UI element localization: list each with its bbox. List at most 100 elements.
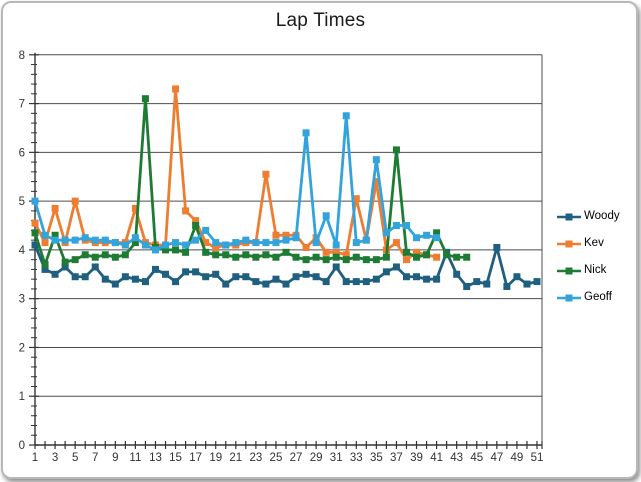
series-marker-nick-x6: [81, 251, 89, 259]
legend-item-geoff: Geoff: [556, 284, 620, 311]
series-marker-woody-x30: [322, 278, 330, 286]
series-marker-nick-x32: [342, 256, 350, 264]
x-tick-label-31: 31: [330, 452, 343, 464]
series-marker-geoff-x41: [433, 234, 441, 242]
series-marker-kev-x15: [172, 85, 180, 93]
series-marker-kev-x33: [352, 195, 360, 203]
series-marker-nick-x38: [402, 248, 410, 256]
series-marker-geoff-x19: [212, 239, 220, 247]
series-marker-woody-x5: [71, 273, 79, 281]
series-marker-woody-x40: [423, 275, 431, 283]
series-marker-nick-x17: [192, 222, 200, 230]
series-marker-nick-x21: [232, 253, 240, 261]
x-tick-label-17: 17: [189, 452, 202, 464]
x-tick-label-5: 5: [72, 452, 78, 464]
series-marker-woody-x36: [382, 268, 390, 276]
series-marker-woody-x28: [302, 270, 310, 278]
x-tick-label-13: 13: [149, 452, 162, 464]
legend-marker-icon: [557, 267, 581, 274]
series-marker-nick-x10: [121, 251, 129, 259]
series-marker-geoff-x4: [61, 236, 69, 244]
series-marker-woody-x41: [433, 275, 441, 283]
series-marker-geoff-x26: [282, 236, 290, 244]
series-marker-nick-x8: [101, 251, 109, 259]
chart-title: Lap Times: [275, 10, 366, 31]
series-marker-woody-x12: [141, 278, 149, 286]
series-marker-woody-x34: [362, 278, 370, 286]
series-marker-nick-x44: [463, 253, 471, 261]
series-marker-geoff-x16: [182, 241, 190, 249]
series-marker-geoff-x11: [131, 234, 139, 242]
legend-marker-icon: [557, 240, 581, 247]
series-marker-woody-x44: [463, 282, 471, 290]
series-marker-woody-x49: [513, 273, 521, 281]
series-marker-woody-x31: [332, 263, 340, 271]
series-marker-geoff-x1: [31, 197, 39, 205]
series-marker-nick-x1: [31, 229, 39, 237]
series-marker-geoff-x3: [51, 236, 59, 244]
series-marker-geoff-x15: [172, 239, 180, 247]
series-marker-geoff-x32: [342, 112, 350, 120]
series-marker-nick-x26: [282, 248, 290, 256]
series-marker-nick-x5: [71, 256, 79, 264]
series-marker-geoff-x13: [151, 246, 159, 254]
series-marker-woody-x27: [292, 273, 300, 281]
series-marker-kev-x37: [392, 239, 400, 247]
series-marker-woody-x14: [162, 270, 170, 278]
series-marker-woody-x38: [402, 273, 410, 281]
series-marker-woody-x51: [533, 278, 541, 286]
series-marker-geoff-x25: [272, 239, 280, 247]
series-marker-kev-x39: [413, 248, 421, 256]
series-marker-geoff-x20: [222, 241, 230, 249]
series-marker-nick-x14: [162, 246, 170, 254]
series-marker-nick-x2: [41, 261, 49, 269]
chart-legend: Woody Kev Nick Geoff: [556, 203, 620, 311]
series-marker-woody-x43: [453, 270, 461, 278]
x-tick-label-23: 23: [249, 452, 262, 464]
x-tick-label-39: 39: [410, 452, 423, 464]
series-marker-nick-x18: [202, 248, 210, 256]
series-marker-kev-x30: [322, 248, 330, 256]
series-marker-woody-x29: [312, 273, 320, 281]
series-marker-geoff-x23: [252, 239, 260, 247]
series-marker-woody-x10: [121, 273, 129, 281]
series-marker-geoff-x22: [242, 236, 250, 244]
x-tick-label-45: 45: [470, 452, 483, 464]
series-marker-geoff-x39: [413, 234, 421, 242]
y-tick-label-5: 5: [19, 196, 25, 208]
series-marker-woody-x22: [242, 273, 250, 281]
series-marker-woody-x4: [61, 263, 69, 271]
series-marker-nick-x9: [111, 253, 119, 261]
series-marker-geoff-x35: [372, 156, 380, 164]
series-marker-woody-x3: [51, 270, 59, 278]
series-marker-woody-x19: [212, 270, 220, 278]
series-marker-kev-x16: [182, 207, 190, 215]
series-marker-geoff-x9: [111, 239, 119, 247]
series-marker-woody-x35: [372, 275, 380, 283]
y-tick-label-2: 2: [19, 342, 25, 354]
series-marker-geoff-x36: [382, 229, 390, 237]
series-marker-woody-x16: [182, 268, 190, 276]
x-tick-label-33: 33: [350, 452, 363, 464]
series-marker-kev-x3: [51, 204, 59, 212]
x-tick-label-51: 51: [531, 452, 544, 464]
x-tick-label-27: 27: [290, 452, 303, 464]
x-tick-label-37: 37: [390, 452, 403, 464]
series-marker-nick-x41: [433, 229, 441, 237]
series-marker-kev-x41: [433, 253, 441, 261]
series-marker-geoff-x29: [312, 239, 320, 247]
legend-label-woody: Woody: [584, 209, 620, 222]
series-marker-nick-x28: [302, 256, 310, 264]
series-marker-nick-x16: [182, 248, 190, 256]
series-marker-woody-x37: [392, 263, 400, 271]
series-marker-woody-x20: [222, 280, 230, 288]
x-tick-label-25: 25: [270, 452, 283, 464]
series-marker-woody-x45: [473, 278, 481, 286]
series-marker-geoff-x18: [202, 226, 210, 234]
series-marker-nick-x3: [51, 231, 59, 239]
y-tick-label-3: 3: [19, 294, 25, 306]
series-marker-woody-x48: [503, 282, 511, 290]
series-marker-woody-x13: [151, 265, 159, 273]
series-marker-nick-x43: [453, 253, 461, 261]
